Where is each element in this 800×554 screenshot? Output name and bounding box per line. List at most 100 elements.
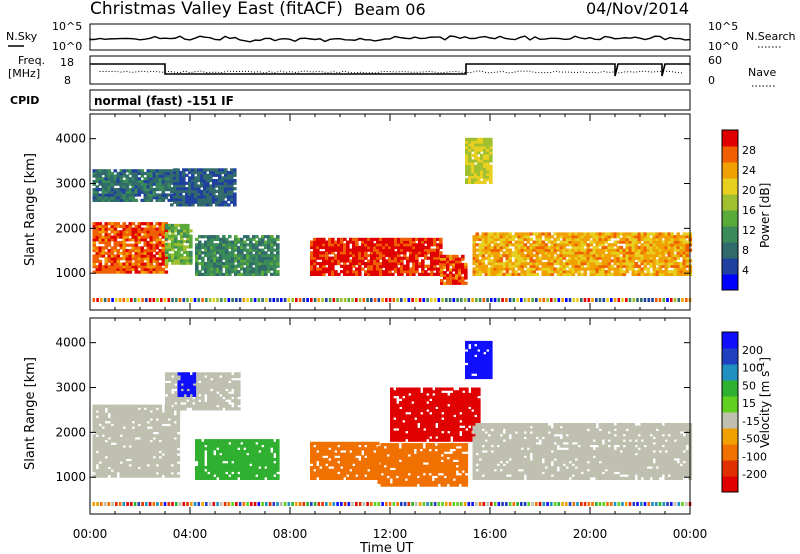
power-cell-2 (201, 251, 205, 255)
velocity-cell-0 (143, 431, 148, 435)
power-cell-2 (261, 262, 265, 266)
power-cell-7 (185, 203, 189, 207)
power-cell-5 (481, 245, 486, 250)
power-cell-5 (619, 248, 624, 252)
power-cell-5 (505, 240, 510, 244)
power-cell-5 (682, 235, 687, 239)
power-cell-5 (529, 256, 534, 260)
power-cell-6 (128, 193, 133, 197)
power-cell-5 (604, 272, 609, 276)
power-cell-5 (502, 253, 507, 258)
power-cell-5 (571, 232, 576, 236)
power-cell-5 (676, 237, 681, 241)
velocity-cell-0 (107, 455, 112, 459)
power-cell-5 (487, 251, 492, 255)
power-cell-2 (207, 272, 211, 276)
power-cell-3 (319, 264, 323, 268)
velocity-cell-0 (104, 461, 109, 465)
power-cell-6 (155, 193, 160, 197)
power-cell-5 (583, 270, 588, 274)
power-cell-7 (170, 171, 174, 175)
power-cell-3 (391, 237, 395, 241)
power-cell-0 (128, 230, 133, 234)
power-cell-0 (149, 230, 154, 234)
power-cell-7 (173, 200, 177, 204)
velocity-cell-3 (276, 447, 280, 451)
power-cell-3 (400, 267, 404, 271)
cpid-panel: CPID normal (fast) -151 IF (10, 89, 691, 111)
velocity-cell-1 (204, 380, 208, 384)
power-cell-6 (131, 171, 136, 176)
velocity-cell-2 (183, 377, 188, 381)
power-cell-3 (328, 243, 332, 247)
power-cell-3 (427, 267, 431, 271)
velocity-cell-0 (155, 447, 160, 451)
power-ground-cell (92, 298, 96, 302)
power-ground-cell (242, 298, 246, 302)
velocity-cell-0 (158, 412, 163, 416)
velocity-cell-0 (98, 447, 103, 451)
power-cell-5 (640, 262, 645, 266)
power-cell-7 (191, 181, 195, 185)
power-cell-3 (433, 259, 437, 263)
velocity-cell-0 (101, 469, 106, 473)
power-cell-3 (358, 251, 362, 255)
power-cell-5 (505, 262, 510, 266)
velocity-cell-1 (207, 385, 211, 389)
power-cell-7 (230, 200, 234, 204)
power-cell-8 (465, 170, 469, 174)
power-cell-5 (553, 245, 558, 250)
power-cell-2 (207, 262, 211, 266)
power-cell-5 (601, 272, 606, 276)
velocity-cell-3 (195, 457, 199, 462)
power-cell-3 (349, 262, 353, 266)
power-cell-2 (234, 272, 238, 276)
power-cell-5 (679, 243, 684, 247)
power-cell-0 (137, 224, 142, 228)
velocity-cell-3 (225, 447, 229, 451)
power-cell-3 (328, 248, 332, 252)
velocity-cell-0 (146, 439, 151, 443)
power-cell-2 (240, 248, 244, 252)
power-cell-5 (616, 270, 621, 274)
power-cell-8 (489, 170, 493, 174)
velocity-cell-1 (231, 383, 235, 387)
power-cell-8 (489, 156, 493, 160)
power-cell-3 (352, 264, 356, 268)
power-cell-7 (233, 173, 237, 177)
power-cell-6 (107, 185, 112, 189)
power-cell-8 (486, 175, 490, 179)
power-ground-cell (295, 298, 298, 302)
power-cell-0 (92, 246, 97, 250)
power-cell-2 (207, 267, 211, 271)
velocity-cell-0 (164, 453, 169, 457)
velocity-cell-3 (198, 444, 202, 448)
velocity-cell-0 (173, 471, 178, 475)
velocity-cell-3 (219, 476, 223, 480)
power-cell-7 (209, 176, 213, 180)
power-cell-5 (610, 267, 615, 271)
velocity-cell-3 (252, 447, 256, 451)
velocity-cell-3 (255, 476, 259, 480)
velocity-cell-1 (168, 377, 172, 381)
power-cell-5 (544, 272, 549, 276)
velocity-cell-0 (92, 450, 97, 454)
power-cell-0 (92, 270, 97, 274)
power-cell-5 (610, 272, 615, 276)
power-cell-6 (122, 185, 127, 189)
power-cell-6 (119, 182, 124, 186)
velocity-cell-0 (158, 453, 163, 457)
power-cell-2 (204, 267, 208, 271)
velocity-cell-3 (207, 466, 211, 470)
power-cell-6 (137, 193, 142, 197)
power-cell-0 (104, 246, 109, 250)
velocity-cell-3 (258, 460, 262, 464)
power-cell-5 (625, 262, 630, 266)
power-cell-2 (255, 253, 259, 258)
power-cell-5 (658, 248, 663, 252)
power-cell-7 (182, 184, 186, 188)
power-cell-1 (174, 229, 178, 233)
velocity-cell-0 (101, 466, 106, 470)
power-cell-0 (158, 243, 163, 247)
power-cell-0 (146, 267, 151, 271)
